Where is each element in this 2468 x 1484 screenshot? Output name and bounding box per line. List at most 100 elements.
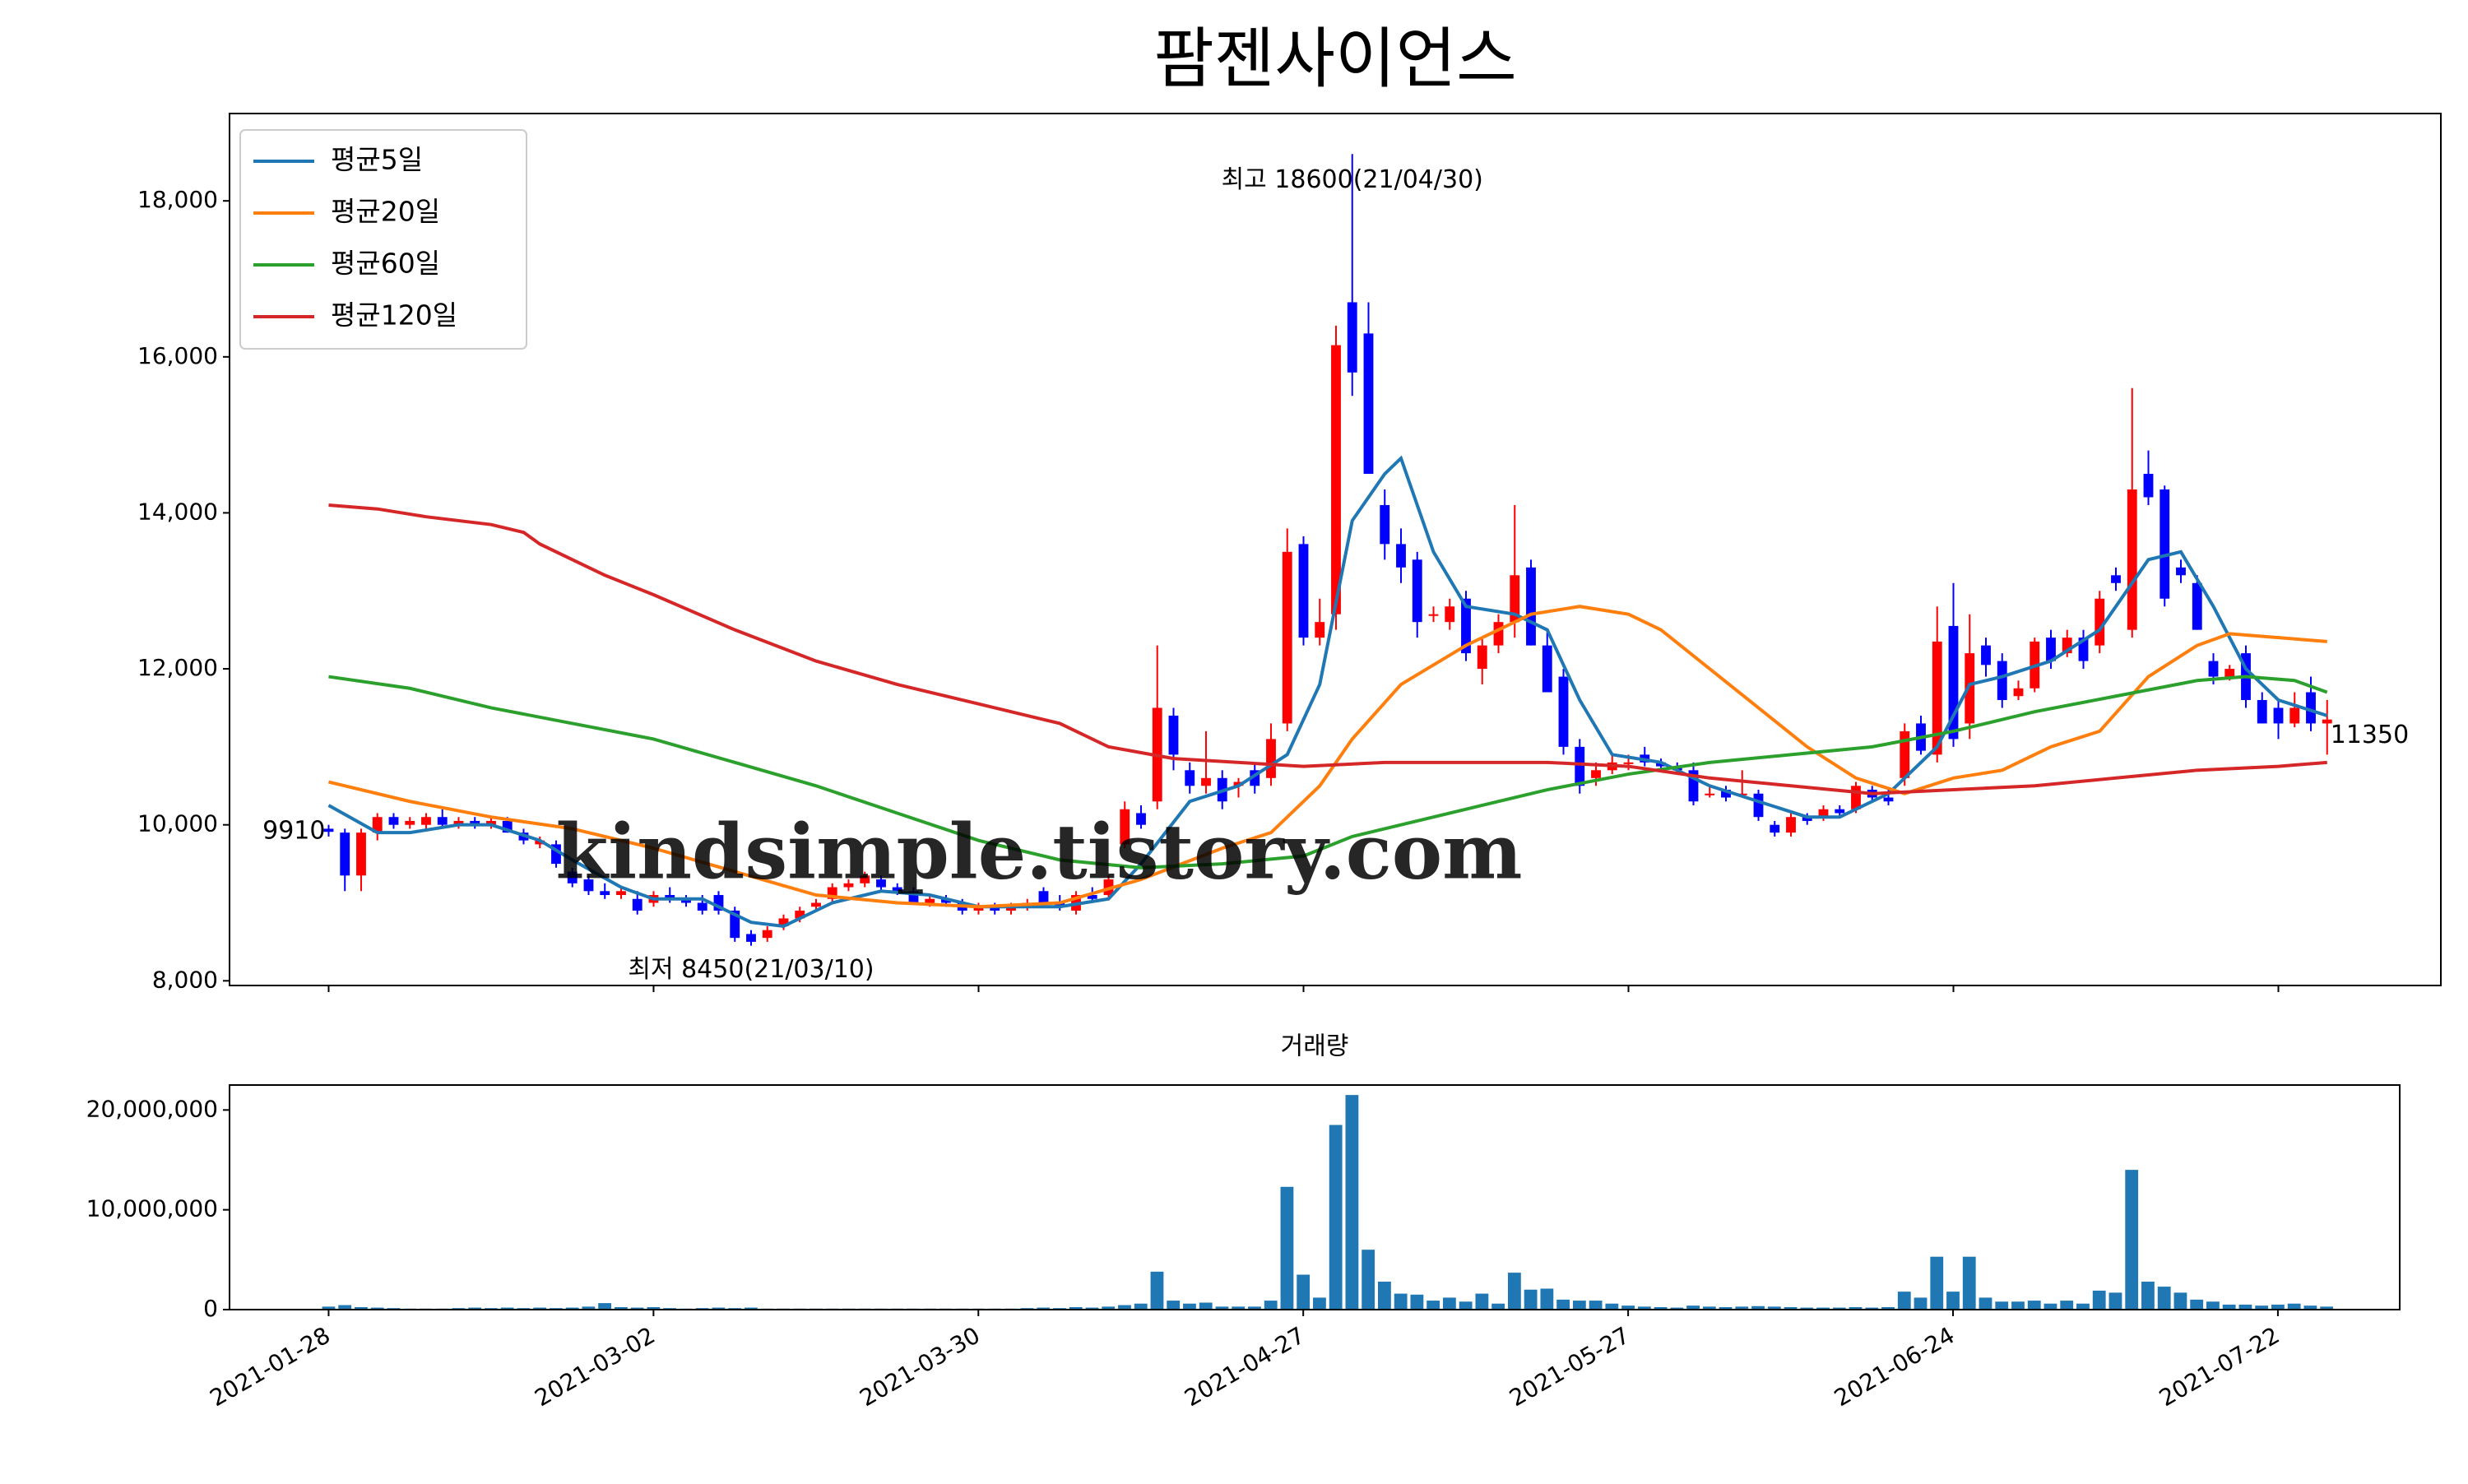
- ma-line: [327, 455, 2328, 928]
- volume-bar: [1897, 1292, 1911, 1310]
- candle-body: [600, 891, 610, 896]
- candle-body: [567, 871, 578, 883]
- candle-body: [388, 817, 399, 825]
- legend-label: 평균20일: [331, 196, 440, 228]
- candle-body: [1250, 770, 1260, 786]
- candle-body: [1997, 661, 2007, 700]
- volume-bar: [2255, 1305, 2269, 1310]
- candle-body: [2322, 719, 2332, 724]
- candle-body: [2306, 692, 2316, 724]
- candle-body: [1770, 824, 1780, 833]
- volume-bar: [1248, 1306, 1261, 1310]
- candle-body: [811, 902, 821, 907]
- volume-bar: [2190, 1299, 2204, 1310]
- volume-bar: [2076, 1303, 2090, 1310]
- candle-body: [1802, 817, 1812, 821]
- candle-body: [1510, 575, 1520, 623]
- candle-body: [1688, 770, 1699, 802]
- candle-body: [323, 828, 334, 832]
- volume-bar: [322, 1306, 336, 1310]
- candle-body: [2095, 598, 2105, 646]
- candle-body: [2160, 489, 2170, 599]
- candle-body: [1006, 907, 1016, 911]
- candle-body: [908, 891, 919, 903]
- legend-label: 평균60일: [331, 248, 440, 280]
- watermark: kindsimple.tistory.com: [555, 808, 1522, 897]
- candle-body: [486, 820, 496, 825]
- y-tick-label: 10,000,000: [86, 1195, 218, 1222]
- volume-bar: [2206, 1301, 2220, 1310]
- candle-body: [1786, 817, 1796, 833]
- candle-body: [453, 820, 464, 825]
- volume-bar: [647, 1306, 661, 1310]
- volume-bar: [1719, 1306, 1733, 1310]
- volume-bar: [2303, 1305, 2317, 1310]
- volume-bar: [1345, 1095, 1359, 1310]
- candle-body: [2111, 575, 2121, 583]
- volume-bar: [2027, 1301, 2041, 1310]
- candle-body: [795, 910, 805, 919]
- volume-bar: [1589, 1301, 1603, 1310]
- volume-bar: [744, 1307, 758, 1310]
- volume-bar: [2271, 1304, 2285, 1310]
- volume-bar: [1150, 1271, 1164, 1310]
- candle-body: [1965, 653, 1975, 724]
- y-tick-label: 18,000: [137, 186, 218, 213]
- candle-body: [1282, 551, 1292, 724]
- candle-body: [1558, 676, 1569, 747]
- volume-bar: [1085, 1307, 1099, 1310]
- candle-body: [1347, 302, 1357, 373]
- candle-body: [1038, 891, 1049, 903]
- candle-body: [632, 898, 643, 911]
- candle-body: [2127, 489, 2137, 630]
- candle-body: [1168, 715, 1179, 755]
- volume-bar: [1264, 1301, 1278, 1310]
- volume-bar: [1313, 1297, 1326, 1310]
- candle-body: [1851, 786, 1861, 809]
- candle-body: [2208, 661, 2219, 677]
- candle-body: [1461, 598, 1471, 654]
- volume-bar: [1459, 1301, 1473, 1310]
- candle-body: [372, 817, 383, 833]
- volume-bar: [1199, 1302, 1213, 1310]
- candle-body: [2013, 688, 2024, 697]
- volume-bar: [1037, 1307, 1051, 1310]
- candle-body: [1835, 809, 1845, 814]
- y-tick-label: 10,000: [137, 810, 218, 837]
- volume-bar: [2287, 1303, 2301, 1310]
- volume-bar: [2092, 1290, 2106, 1310]
- candle-body: [1477, 645, 1487, 670]
- candle-body: [1428, 614, 1439, 616]
- ma-line: [328, 605, 2327, 909]
- candle-body: [2176, 567, 2186, 576]
- candle-body: [860, 875, 870, 883]
- candle-body: [340, 832, 350, 876]
- volume-bar: [2125, 1170, 2139, 1310]
- candle-body: [1493, 622, 1504, 646]
- candle-body: [2192, 582, 2202, 630]
- candle-body: [1753, 793, 1764, 818]
- candle-body: [1363, 333, 1374, 475]
- candle-body: [1721, 790, 1731, 798]
- volume-bar: [1540, 1288, 1554, 1310]
- volume-bar: [1362, 1250, 1375, 1310]
- candle-body: [1737, 793, 1747, 795]
- candle-body: [1883, 797, 1894, 802]
- volume-bar: [2157, 1287, 2171, 1310]
- volume-bar: [1507, 1273, 1521, 1310]
- volume-bar: [1654, 1306, 1668, 1310]
- volume-bar: [1849, 1306, 1863, 1310]
- legend-label: 평균5일: [331, 144, 423, 176]
- candle-body: [1445, 606, 1455, 623]
- candle-body: [2143, 474, 2154, 498]
- candle-body: [1623, 762, 1634, 764]
- candle-body: [827, 887, 837, 899]
- legend-label: 평균120일: [331, 299, 457, 332]
- chart-title: 거래량: [1281, 1032, 1349, 1061]
- volume-bar: [1524, 1289, 1538, 1310]
- volume-bar: [1069, 1306, 1083, 1310]
- volume-bar: [1767, 1306, 1781, 1310]
- ma-line: [328, 675, 2328, 870]
- volume-bar: [1735, 1306, 1749, 1310]
- candle-body: [1705, 793, 1715, 795]
